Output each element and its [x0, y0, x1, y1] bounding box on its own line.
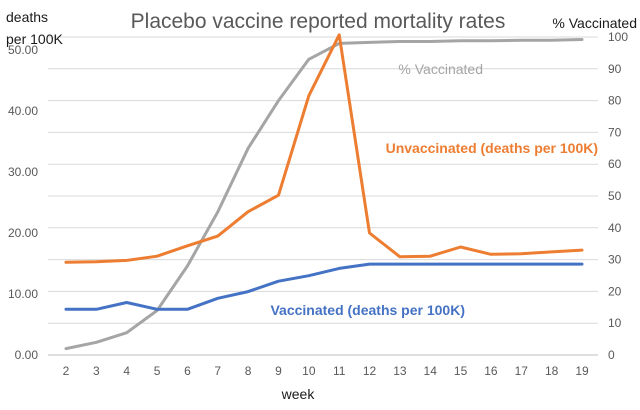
right-y-tick-labels: 0 10 20 30 40 50 60 70 80 90 100	[608, 30, 628, 362]
right-y-tick-label: 10	[608, 316, 622, 330]
x-tick-label: 4	[123, 364, 130, 378]
right-y-tick-label: 100	[608, 30, 628, 44]
vaccinated-line	[64, 262, 584, 311]
left-y-tick-labels: 0.00 10.00 20.00 30.00 40.00 50.00	[8, 43, 38, 362]
series-lines	[64, 33, 584, 351]
x-tick-label: 12	[363, 364, 377, 378]
right-y-tick-label: 70	[608, 125, 622, 139]
x-axis-title: week	[281, 386, 316, 402]
left-y-tick-label: 30.00	[8, 165, 38, 179]
right-y-tick-label: 60	[608, 157, 622, 171]
x-tick-label: 16	[484, 364, 498, 378]
x-tick-label: 17	[515, 364, 529, 378]
x-tick-label: 18	[545, 364, 559, 378]
chart-title: Placebo vaccine reported mortality rates	[131, 10, 506, 33]
left-y-axis-title-line1: deaths	[6, 9, 48, 25]
left-y-tick-label: 40.00	[8, 104, 38, 118]
vaccinated-series-label: Vaccinated (deaths per 100K)	[270, 302, 465, 318]
x-tick-label: 11	[333, 364, 346, 378]
x-tick-label: 8	[245, 364, 252, 378]
x-tick-label: 5	[154, 364, 161, 378]
left-y-tick-label: 20.00	[8, 226, 38, 240]
left-y-tick-label: 0.00	[15, 348, 39, 362]
x-tick-label: 2	[63, 364, 70, 378]
x-tick-label: 10	[302, 364, 316, 378]
percent-vaccinated-series-label: % Vaccinated	[398, 61, 483, 77]
x-tick-label: 6	[184, 364, 191, 378]
right-y-tick-label: 80	[608, 94, 622, 108]
x-tick-labels: 2 3 4 5 6 7 8 9 10 11 12 13 14 15 16 17 18 19	[63, 364, 589, 378]
left-y-axis-title-line2: per 100K	[6, 31, 63, 47]
x-tick-label: 3	[93, 364, 100, 378]
x-tick-label: 14	[424, 364, 438, 378]
left-y-tick-label: 10.00	[8, 287, 38, 301]
left-y-tick-label: 50.00	[8, 43, 38, 57]
x-tick-label: 13	[393, 364, 407, 378]
x-tick-label: 15	[454, 364, 468, 378]
right-y-tick-label: 0	[608, 348, 615, 362]
right-y-tick-label: 50	[608, 189, 622, 203]
x-tick-label: 9	[275, 364, 282, 378]
right-y-tick-label: 20	[608, 284, 622, 298]
right-y-tick-label: 40	[608, 221, 622, 235]
unvaccinated-series-label: Unvaccinated (deaths per 100K)	[386, 140, 598, 156]
percent-vaccinated-line	[64, 38, 584, 351]
unvaccinated-line	[64, 33, 584, 264]
x-tick-label: 7	[214, 364, 221, 378]
right-y-tick-label: 90	[608, 62, 622, 76]
x-tick-label: 19	[575, 364, 589, 378]
right-y-tick-label: 30	[608, 253, 622, 267]
right-y-axis-title: % Vaccinated	[552, 15, 637, 31]
